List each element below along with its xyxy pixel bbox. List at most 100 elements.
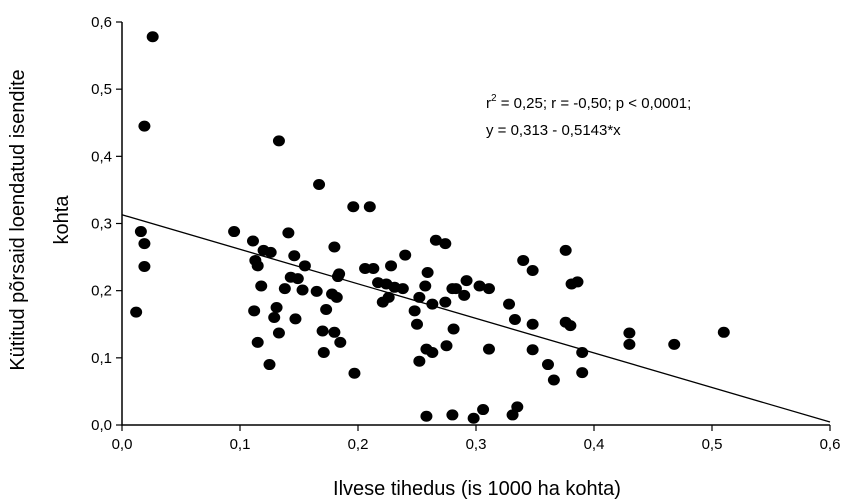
- data-point: [503, 298, 516, 310]
- data-point: [717, 326, 730, 338]
- data-point: [270, 301, 283, 313]
- data-point: [291, 273, 304, 285]
- data-point: [328, 241, 341, 253]
- axes: 0,0 0,1 0,2 0,3 0,4 0,5 0,6 0,0 0,1 0,2 0,3 0,4 0,5 0…: [91, 14, 840, 453]
- data-point: [316, 325, 329, 337]
- y-tick-label: 0,3: [91, 216, 112, 233]
- regression-line-group: [121, 214, 831, 423]
- y-tick-label: 0,4: [91, 148, 112, 165]
- data-point: [272, 327, 285, 339]
- data-point: [526, 318, 539, 330]
- regression-line: [121, 214, 831, 423]
- y-tick-label: 0,0: [91, 417, 112, 434]
- data-point: [363, 201, 376, 213]
- y-axis-title: Kütitud põrsaid loendatud isendite kohta: [7, 69, 73, 370]
- data-point: [623, 338, 636, 350]
- y-axis-title-line-2: kohta: [51, 195, 73, 245]
- data-point: [576, 367, 589, 379]
- data-point: [576, 346, 589, 358]
- data-point: [228, 226, 241, 238]
- data-point: [547, 374, 560, 386]
- data-point: [419, 280, 432, 292]
- y-axis-title-line-1: Kütitud põrsaid loendatud isendite: [7, 69, 29, 370]
- data-point: [511, 401, 524, 413]
- y-tick-label: 0,1: [91, 350, 112, 367]
- data-point: [413, 355, 426, 367]
- data-point: [399, 249, 412, 261]
- y-tick-label: 0,6: [91, 14, 112, 31]
- r-squared-symbol: r: [486, 95, 491, 112]
- stats-values: = 0,25; r = -0,50; p < 0,0001;: [497, 95, 692, 112]
- x-tick-label: 0,1: [230, 436, 251, 453]
- data-point: [330, 291, 343, 303]
- data-point: [477, 404, 490, 416]
- regression-equation: y = 0,313 - 0,5143*x: [486, 122, 621, 139]
- data-point: [447, 323, 460, 335]
- data-point: [296, 284, 309, 296]
- x-tick-label: 0,5: [702, 436, 723, 453]
- data-point: [426, 298, 439, 310]
- data-point: [288, 250, 301, 262]
- data-point: [396, 283, 409, 295]
- data-point: [506, 409, 519, 421]
- data-point: [421, 267, 434, 279]
- data-point: [248, 305, 261, 317]
- x-axis-title: Ilvese tihedus (is 1000 ha kohta): [333, 478, 621, 500]
- x-tick-label: 0,0: [112, 436, 133, 453]
- data-point: [482, 343, 495, 355]
- data-point: [420, 410, 433, 422]
- data-point: [449, 283, 462, 295]
- x-tick-label: 0,3: [466, 436, 487, 453]
- data-point: [278, 283, 291, 295]
- data-point: [446, 409, 459, 421]
- data-point: [331, 271, 344, 283]
- data-point: [623, 327, 636, 339]
- data-point: [138, 120, 151, 132]
- data-point: [264, 246, 277, 258]
- axis-lines: [121, 22, 830, 426]
- data-point: [251, 336, 264, 348]
- data-point: [251, 260, 264, 272]
- data-point: [334, 336, 347, 348]
- data-point: [526, 265, 539, 277]
- data-point: [439, 238, 452, 250]
- data-point: [559, 244, 572, 256]
- data-point: [328, 326, 341, 338]
- data-point: [255, 280, 268, 292]
- data-point: [508, 314, 521, 326]
- data-point: [146, 31, 159, 43]
- data-point: [385, 260, 398, 272]
- data-point: [313, 179, 326, 191]
- data-point: [458, 289, 471, 301]
- x-tick-label: 0,2: [348, 436, 369, 453]
- data-point: [460, 275, 473, 287]
- data-point: [138, 238, 151, 250]
- r-squared-superscript: 2: [491, 93, 497, 104]
- data-point: [348, 367, 361, 379]
- data-point: [429, 234, 442, 246]
- data-point: [134, 226, 147, 238]
- data-points: [130, 31, 730, 424]
- data-point: [289, 313, 302, 325]
- data-point: [246, 235, 259, 247]
- data-point: [439, 296, 452, 308]
- data-point: [359, 263, 372, 275]
- data-point: [440, 340, 453, 352]
- data-point: [347, 201, 360, 213]
- data-point: [272, 135, 285, 147]
- data-point: [320, 303, 333, 315]
- x-tick-label: 0,6: [820, 436, 841, 453]
- data-point: [263, 359, 276, 371]
- data-point: [668, 338, 681, 350]
- data-point: [526, 344, 539, 356]
- data-point: [517, 254, 530, 266]
- x-tick-label: 0,4: [584, 436, 605, 453]
- data-point: [268, 312, 281, 324]
- data-point: [564, 320, 577, 332]
- data-point: [298, 260, 311, 272]
- data-point: [541, 359, 554, 371]
- data-point: [411, 318, 423, 330]
- data-point: [367, 263, 380, 275]
- y-tick-label: 0,5: [91, 81, 112, 98]
